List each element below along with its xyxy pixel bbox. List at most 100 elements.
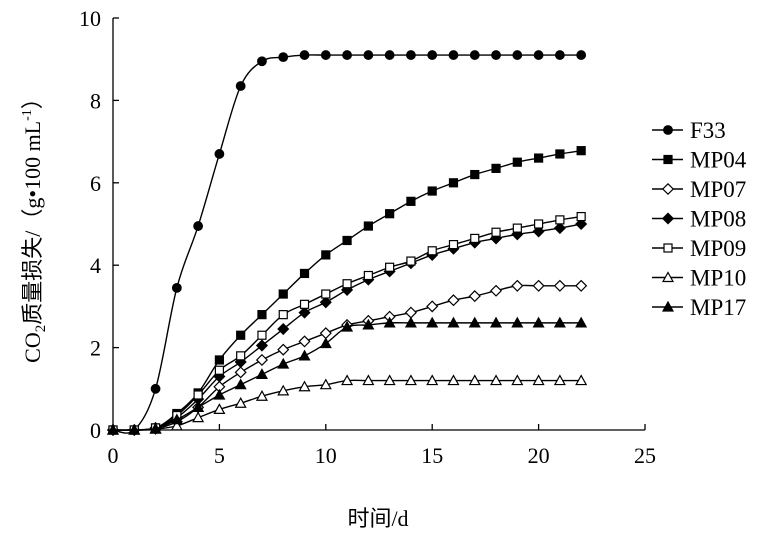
y-tick-label: 0 <box>90 418 101 443</box>
y-axis-title: CO2质量损失/（g•100 mL-1） <box>20 87 49 363</box>
data-point-mp07 <box>234 366 247 379</box>
data-point-mp07 <box>468 290 481 303</box>
legend-label-mp10: MP10 <box>690 266 746 291</box>
data-point-mp04 <box>257 310 267 320</box>
data-point-mp17 <box>319 337 332 349</box>
data-point-mp04 <box>363 221 373 231</box>
y-axis-title-end: ） <box>20 87 45 109</box>
data-point-mp10 <box>532 374 545 386</box>
data-point-mp07 <box>319 327 332 340</box>
data-point-f33 <box>576 50 587 60</box>
data-point-f33 <box>299 50 310 60</box>
legend-marker-f33 <box>663 125 673 135</box>
data-point-mp10 <box>383 374 396 386</box>
data-point-mp09 <box>470 233 480 244</box>
data-point-mp08 <box>255 339 269 352</box>
legend-label-mp07: MP07 <box>690 177 746 202</box>
data-point-mp08 <box>277 323 290 336</box>
data-point-mp17 <box>128 423 141 435</box>
data-point-mp17 <box>277 357 290 369</box>
data-point-mp04 <box>214 355 224 365</box>
data-point-mp10 <box>192 411 205 423</box>
legend-item-mp17: MP17 <box>652 295 746 320</box>
y-tick-label: 8 <box>90 88 101 113</box>
data-point-mp10 <box>277 384 290 396</box>
axes: 0 2 4 6 8 10 0 5 10 15 20 25 <box>79 6 656 468</box>
data-point-mp09 <box>363 270 373 281</box>
data-point-f33 <box>342 50 352 60</box>
legend-marker-mp08 <box>661 212 675 225</box>
data-point-mp04 <box>491 163 501 173</box>
data-point-mp10 <box>490 374 503 386</box>
legend-item-mp10: MP10 <box>652 266 746 291</box>
data-point-mp10 <box>298 380 311 392</box>
data-point-mp04 <box>555 149 565 159</box>
data-point-mp09 <box>257 330 267 340</box>
series-layer <box>106 50 588 437</box>
data-point-f33 <box>235 81 246 91</box>
data-point-mp17 <box>362 318 375 330</box>
data-point-mp09 <box>299 299 310 309</box>
data-point-mp17 <box>404 316 417 328</box>
data-point-mp17 <box>234 378 247 390</box>
data-point-mp07 <box>575 279 588 292</box>
data-point-mp17 <box>553 316 566 328</box>
data-point-mp17 <box>255 368 268 379</box>
data-point-mp10 <box>553 374 566 386</box>
data-point-mp08 <box>553 222 566 235</box>
x-axis-title: 时间/d <box>347 506 408 531</box>
data-point-mp17 <box>149 422 162 434</box>
data-point-mp10 <box>341 374 354 386</box>
data-point-mp17 <box>213 388 226 400</box>
data-point-mp17 <box>447 316 460 328</box>
data-point-mp04 <box>427 186 437 196</box>
y-tick-label: 4 <box>90 253 101 278</box>
data-point-mp09 <box>533 219 544 229</box>
y-tick-label: 6 <box>90 171 101 196</box>
y-tick-label: 2 <box>90 336 101 361</box>
data-point-mp09 <box>193 390 203 400</box>
data-point-mp04 <box>278 289 288 299</box>
x-tick-label: 5 <box>214 443 225 468</box>
y-axis-title-rest: 质量损失/（g•100 mL <box>20 121 45 325</box>
data-point-f33 <box>171 282 182 293</box>
data-point-mp04 <box>576 146 586 156</box>
data-point-f33 <box>363 50 374 60</box>
data-point-mp04 <box>385 209 395 219</box>
data-point-f33 <box>278 52 289 63</box>
data-point-mp17 <box>383 316 396 328</box>
x-tick-label: 15 <box>421 443 443 468</box>
data-point-f33 <box>384 50 395 60</box>
data-point-mp07 <box>511 279 524 292</box>
y-axis-title-subscript: 2 <box>33 325 49 333</box>
data-point-mp17 <box>532 316 545 328</box>
legend-item-mp08: MP08 <box>652 207 746 232</box>
legend-marker-mp10 <box>661 271 675 283</box>
data-point-f33 <box>193 221 204 231</box>
data-point-mp10 <box>404 374 417 386</box>
legend-label-mp04: MP04 <box>690 148 747 173</box>
data-point-mp17 <box>426 316 439 328</box>
data-point-f33 <box>554 50 565 60</box>
legend: F33 MP04 MP07 MP08 MP09 MP10 MP17 <box>652 118 747 320</box>
data-point-mp07 <box>426 300 439 313</box>
data-point-mp17 <box>575 316 588 328</box>
x-tick-label: 0 <box>108 443 119 468</box>
data-point-mp10 <box>213 403 226 414</box>
data-point-mp17 <box>170 413 183 425</box>
series-mp09 <box>108 211 586 435</box>
series-f33 <box>108 50 587 435</box>
data-point-mp10 <box>170 419 183 431</box>
data-point-mp04 <box>512 157 522 167</box>
data-point-mp09 <box>342 279 352 289</box>
data-point-mp09 <box>512 223 522 233</box>
data-point-mp04 <box>406 196 416 206</box>
legend-label-mp09: MP09 <box>690 236 746 261</box>
data-point-mp10 <box>255 389 268 401</box>
data-point-mp09 <box>406 256 416 266</box>
data-point-mp04 <box>236 330 246 340</box>
data-point-mp17 <box>468 316 481 328</box>
data-point-mp07 <box>489 284 503 297</box>
data-point-mp17 <box>490 316 503 328</box>
